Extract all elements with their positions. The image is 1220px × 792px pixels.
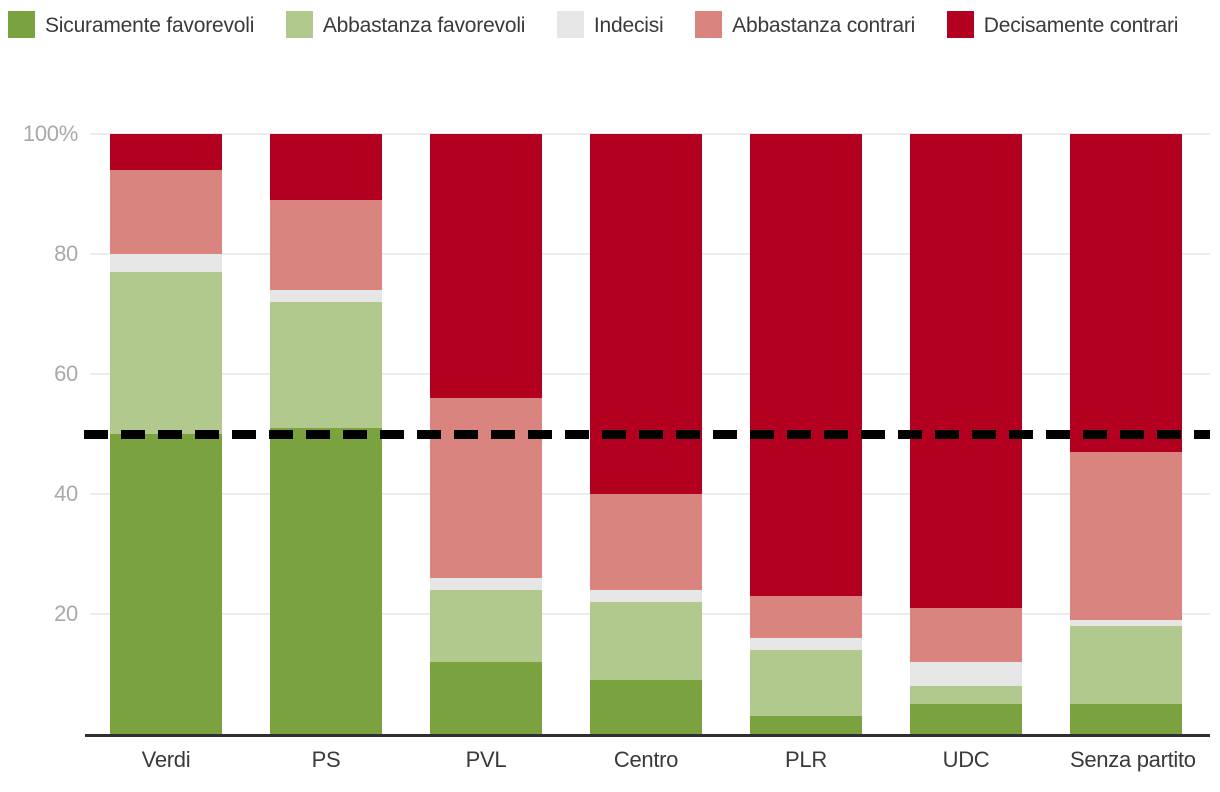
x-axis-label-plr: PLR [785,747,827,772]
y-axis-label: 80 [54,241,78,266]
segment-indecisi-ps [270,290,382,302]
segment-abbastanza-contrari-udc [910,608,1022,662]
y-axis-label: 100% [22,121,78,146]
legend-label: Abbastanza contrari [732,14,916,37]
x-axis-labels: Verdi PS PVL Centro PLR UDC Senza partito [90,747,1210,773]
segment-abbastanza-favorevoli-plr [750,650,862,716]
x-axis-label-ps: PS [311,747,341,772]
segment-abbastanza-contrari-senza-partito [1070,452,1182,620]
segment-abbastanza-favorevoli-senza-partito [1070,626,1182,704]
y-axis: 100% 80 60 40 20 [0,121,78,734]
legend-label: Sicuramente favorevoli [45,14,255,37]
segment-sicuramente-favorevoli-verdi [110,434,222,734]
x-axis-label-pvl: PVL [465,747,507,772]
legend-swatch-gray [556,11,584,38]
legend: Sicuramente favorevoli Abbastanza favore… [8,8,1212,43]
x-axis-label-verdi: Verdi [141,747,191,772]
segment-abbastanza-contrari-pvl [430,398,542,578]
bar-verdi [110,134,222,734]
segment-indecisi-senza-partito [1070,620,1182,626]
segment-decisamente-contrari-pvl [430,134,542,398]
segment-sicuramente-favorevoli-senza-partito [1070,704,1182,734]
segment-sicuramente-favorevoli-plr [750,716,862,734]
segment-abbastanza-contrari-ps [270,200,382,290]
legend-item-abbastanza-contrari: Abbastanza contrari [669,11,916,38]
segment-abbastanza-favorevoli-verdi [110,272,222,434]
segment-abbastanza-favorevoli-centro [590,602,702,680]
segment-sicuramente-favorevoli-centro [590,680,702,734]
segment-indecisi-udc [910,662,1022,686]
segment-abbastanza-favorevoli-pvl [430,590,542,662]
segment-sicuramente-favorevoli-udc [910,704,1022,734]
legend-label: Indecisi [593,14,664,37]
legend-swatch-dark-red [946,11,974,38]
legend-item-abbastanza-favorevoli: Abbastanza favorevoli [260,11,526,38]
bar-plr [750,134,862,734]
bar-pvl [430,134,542,734]
plot-area [84,133,1210,734]
segment-sicuramente-favorevoli-ps [270,428,382,734]
segment-decisamente-contrari-udc [910,134,1022,608]
y-axis-label: 20 [54,601,78,626]
segment-indecisi-pvl [430,578,542,590]
bar-ps [270,134,382,734]
segment-abbastanza-contrari-centro [590,494,702,590]
legend-swatch-light-green [285,11,313,38]
legend-label: Decisamente contrari [983,14,1179,37]
legend-swatch-salmon [695,11,723,38]
segment-abbastanza-favorevoli-ps [270,302,382,428]
legend-item-decisamente-contrari: Decisamente contrari [921,11,1179,38]
segment-decisamente-contrari-centro [590,134,702,494]
y-axis-label: 60 [54,361,78,386]
fifty-percent-reference-line [84,430,1210,439]
legend-item-indecisi: Indecisi [531,11,664,38]
segment-decisamente-contrari-ps [270,134,382,200]
segment-indecisi-centro [590,590,702,602]
segment-abbastanza-contrari-plr [750,596,862,638]
legend-item-sicuramente-favorevoli: Sicuramente favorevoli [8,11,255,38]
x-axis-line [85,734,1210,737]
segment-decisamente-contrari-verdi [110,134,222,170]
segment-decisamente-contrari-plr [750,134,862,596]
segment-sicuramente-favorevoli-pvl [430,662,542,734]
segment-indecisi-verdi [110,254,222,272]
legend-label: Abbastanza favorevoli [322,14,526,37]
x-axis-label-senza-partito: Senza partito [1070,747,1196,772]
legend-swatch-dark-green [8,11,35,38]
bar-udc [910,134,1022,734]
bar-senza-partito [1070,134,1182,734]
x-axis-label-udc: UDC [942,747,990,772]
segment-indecisi-plr [750,638,862,650]
bars-container [90,134,1210,734]
y-axis-label: 40 [54,481,78,506]
segment-abbastanza-contrari-verdi [110,170,222,254]
segment-abbastanza-favorevoli-udc [910,686,1022,704]
segment-decisamente-contrari-senza-partito [1070,134,1182,452]
x-axis-label-centro: Centro [613,747,679,772]
